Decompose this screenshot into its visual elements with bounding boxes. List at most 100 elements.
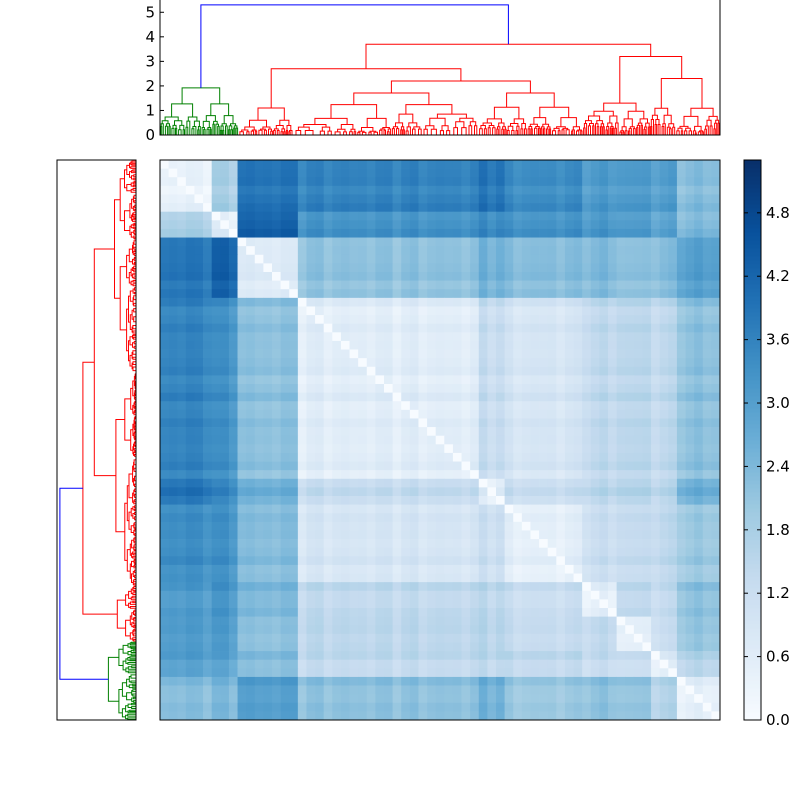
heatmap-cell (272, 160, 281, 169)
heatmap-cell (556, 272, 566, 281)
heatmap-cell (246, 573, 256, 583)
heatmap-cell (435, 625, 445, 635)
heatmap-cell (375, 452, 385, 462)
heatmap-cell (676, 702, 686, 712)
heatmap-cell (711, 340, 721, 350)
heatmap-cell (504, 272, 514, 281)
heatmap-cell (297, 263, 307, 273)
heatmap-cell (582, 676, 592, 686)
heatmap-cell (496, 220, 505, 230)
heatmap-cell (452, 633, 462, 643)
heatmap-cell (461, 487, 471, 497)
heatmap-cell (573, 418, 583, 428)
heatmap-cell (521, 616, 531, 626)
heatmap-cell (418, 487, 428, 497)
heatmap-cell (564, 685, 574, 695)
heatmap-cell (616, 452, 626, 462)
heatmap-cell (211, 461, 221, 471)
heatmap-cell (642, 289, 652, 299)
heatmap-cell (168, 504, 178, 514)
heatmap-cell (582, 452, 592, 462)
heatmap-cell (246, 694, 256, 704)
heatmap-cell (711, 228, 721, 238)
heatmap-cell (358, 573, 368, 583)
heatmap-cell (651, 306, 661, 316)
heatmap-cell (694, 694, 704, 704)
heatmap-cell (582, 487, 592, 497)
heatmap-cell (297, 582, 307, 592)
heatmap-cell (590, 211, 600, 221)
heatmap-cell (384, 573, 393, 583)
heatmap-cell (461, 685, 471, 695)
heatmap-cell (625, 556, 635, 566)
heatmap-cell (340, 358, 350, 368)
heatmap-cell (384, 435, 393, 445)
heatmap-cell (616, 547, 626, 557)
heatmap-cell (384, 280, 393, 290)
heatmap-cell (487, 702, 497, 712)
heatmap-cell (685, 530, 695, 540)
heatmap-cell (659, 168, 669, 178)
heatmap-cell (211, 547, 221, 557)
heatmap-cell (203, 263, 213, 273)
heatmap-cell (220, 427, 230, 437)
heatmap-cell (185, 452, 195, 462)
heatmap-cell (694, 608, 704, 617)
heatmap-cell (194, 685, 204, 695)
heatmap-cell (513, 487, 523, 497)
heatmap-cell (530, 625, 540, 635)
heatmap-cell (332, 556, 342, 566)
heatmap-cell (332, 194, 342, 204)
heatmap-cell (573, 694, 583, 704)
heatmap-cell (263, 289, 273, 299)
heatmap-cell (349, 659, 359, 669)
heatmap-cell (711, 496, 721, 505)
heatmap-cell (392, 504, 402, 514)
heatmap-cell (349, 323, 359, 333)
heatmap-cell (444, 590, 454, 600)
heatmap-cell (642, 702, 652, 712)
colorbar-tick-label: 3.0 (766, 394, 790, 412)
heatmap-cell (651, 185, 661, 195)
heatmap-cell (694, 444, 704, 454)
heatmap-cell (461, 590, 471, 600)
heatmap-cell (633, 203, 643, 213)
heatmap-cell (392, 306, 402, 316)
heatmap-cell (616, 340, 626, 350)
heatmap-cell (599, 254, 609, 264)
heatmap-cell (349, 651, 359, 661)
heatmap-cell (633, 504, 643, 514)
heatmap-cell (418, 366, 428, 376)
heatmap-cell (237, 633, 247, 643)
heatmap-cell (452, 401, 462, 411)
heatmap-cell (185, 547, 195, 557)
heatmap-cell (676, 349, 686, 359)
heatmap-cell (401, 332, 411, 342)
heatmap-cell (160, 685, 169, 695)
heatmap-cell (280, 444, 290, 454)
heatmap-cell (297, 177, 307, 187)
heatmap-cell (306, 478, 316, 488)
heatmap-cell (521, 651, 531, 661)
heatmap-cell (237, 358, 247, 368)
dendrogram-link (133, 537, 135, 543)
colorbar-swatch (744, 392, 761, 397)
heatmap-cell (185, 530, 195, 540)
heatmap-cell (702, 573, 712, 583)
heatmap-cell (685, 306, 695, 316)
heatmap-cell (616, 237, 626, 247)
heatmap-cell (254, 306, 264, 316)
heatmap-cell (625, 642, 635, 652)
heatmap-cell (711, 289, 721, 299)
heatmap-cell (349, 668, 359, 678)
heatmap-cell (521, 470, 531, 480)
heatmap-cell (496, 194, 505, 204)
heatmap-cell (702, 427, 712, 437)
heatmap-cell (599, 582, 609, 592)
heatmap-cell (461, 315, 471, 325)
heatmap-cell (616, 685, 626, 695)
heatmap-cell (185, 160, 195, 169)
heatmap-cell (496, 349, 505, 359)
heatmap-cell (427, 564, 437, 574)
heatmap-cell (616, 289, 626, 299)
